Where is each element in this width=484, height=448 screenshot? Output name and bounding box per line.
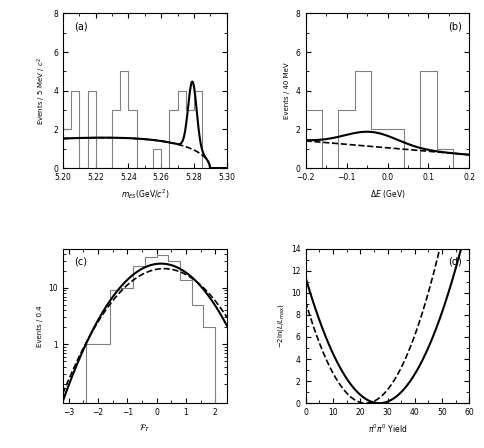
Text: (b): (b)	[448, 21, 462, 31]
X-axis label: $\pi^{0}\pi^{0}$ Yield: $\pi^{0}\pi^{0}$ Yield	[368, 422, 407, 435]
Y-axis label: Events / 5 MeV / $c^{2}$: Events / 5 MeV / $c^{2}$	[35, 57, 47, 125]
Y-axis label: $-2\ln(L/L_{\mathrm{max}})$: $-2\ln(L/L_{\mathrm{max}})$	[275, 304, 286, 348]
X-axis label: $\Delta E$ (GeV): $\Delta E$ (GeV)	[370, 188, 405, 199]
Text: (c): (c)	[75, 256, 88, 266]
X-axis label: $m_{ES}(\mathrm{GeV}/c^{2})$: $m_{ES}(\mathrm{GeV}/c^{2})$	[121, 188, 169, 202]
X-axis label: $\mathcal{F}_{T}$: $\mathcal{F}_{T}$	[139, 422, 151, 434]
Y-axis label: Events / 40 MeV: Events / 40 MeV	[284, 62, 290, 119]
Text: (d): (d)	[448, 256, 462, 266]
Text: (a): (a)	[75, 21, 88, 31]
Y-axis label: Events / 0.4: Events / 0.4	[37, 305, 43, 347]
